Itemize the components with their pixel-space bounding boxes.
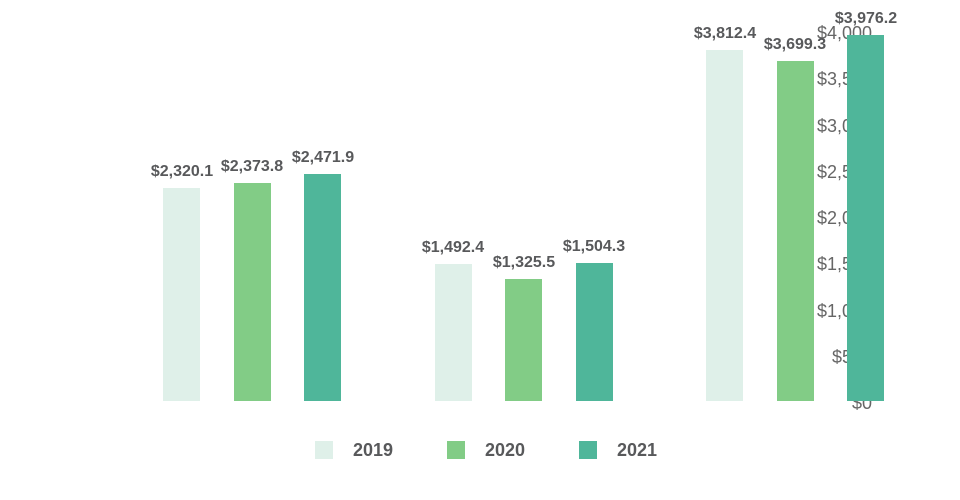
data-label-2020-group-2: $1,325.5 [492, 254, 556, 271]
data-label-2019-group-2: $1,492.4 [421, 239, 485, 256]
legend-swatch-2019[interactable] [315, 441, 333, 459]
bar-2021-group-1[interactable] [304, 174, 341, 401]
data-label-2019-group-1: $2,320.1 [150, 163, 214, 180]
bar-2021-group-3[interactable] [847, 35, 884, 401]
data-label-2020-group-1: $2,373.8 [220, 158, 284, 175]
bar-2020-group-2[interactable] [505, 279, 542, 401]
bar-2020-group-3[interactable] [777, 61, 814, 401]
legend-label-2020[interactable]: 2020 [485, 440, 526, 460]
data-label-2019-group-3: $3,812.4 [693, 25, 757, 42]
legend-swatch-2021[interactable] [579, 441, 597, 459]
bar-2021-group-2[interactable] [576, 263, 613, 401]
data-label-2020-group-3: $3,699.3 [763, 36, 827, 53]
bar-2019-group-3[interactable] [706, 50, 743, 401]
bar-2019-group-1[interactable] [163, 188, 200, 401]
data-label-2021-group-2: $1,504.3 [562, 238, 626, 255]
legend-label-2019[interactable]: 2019 [353, 440, 394, 460]
bar-2019-group-2[interactable] [435, 264, 472, 401]
legend-swatch-2020[interactable] [447, 441, 465, 459]
legend-label-2021[interactable]: 2021 [617, 440, 658, 460]
data-label-2021-group-1: $2,471.9 [291, 149, 355, 166]
data-label-2021-group-3: $3,976.2 [834, 10, 898, 27]
bar-2020-group-1[interactable] [234, 183, 271, 401]
